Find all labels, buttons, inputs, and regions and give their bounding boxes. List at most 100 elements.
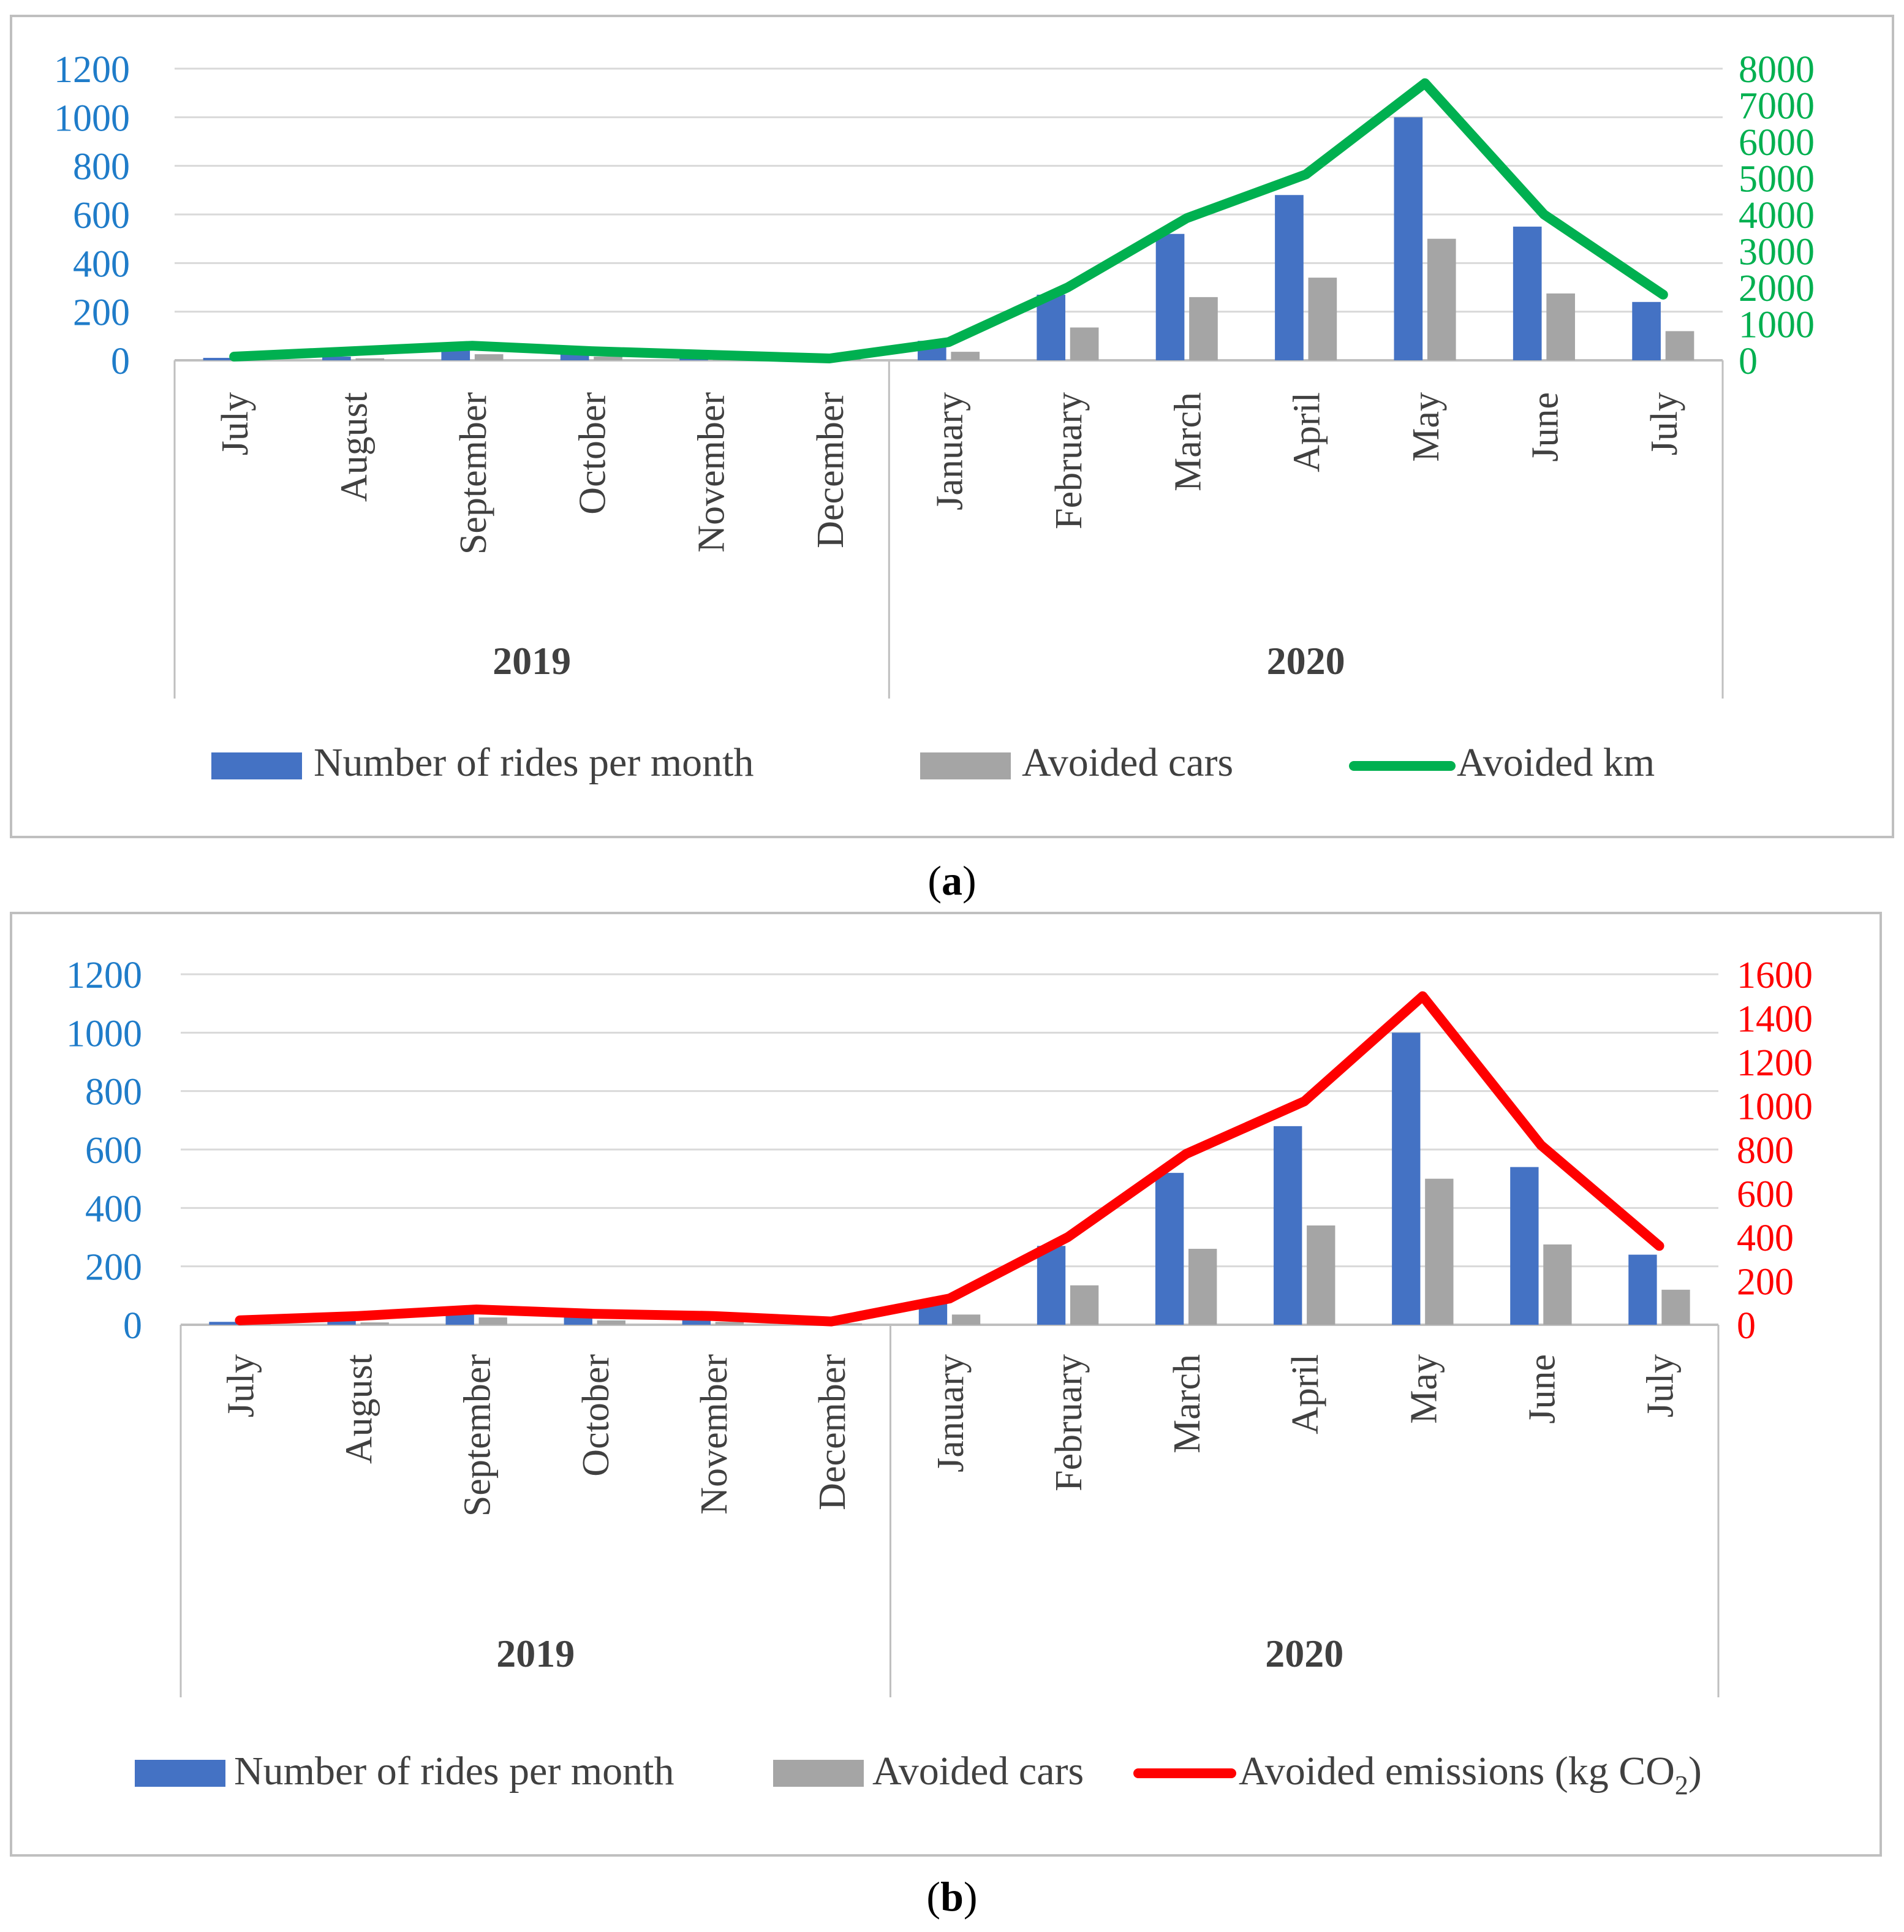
category-label: July (214, 392, 256, 455)
avoided-cars-bar (1070, 1285, 1099, 1325)
category-label: September (457, 1354, 499, 1517)
category-label: February (1048, 1354, 1090, 1491)
legend-label-rides: Number of rides per month (234, 1749, 674, 1794)
legend-label-emissions: Avoided emissions (kg CO2) (1239, 1749, 1702, 1800)
panel-a-line (229, 78, 1668, 363)
left-axis-tick-label: 400 (85, 1188, 142, 1230)
left-axis-tick-label: 800 (85, 1072, 142, 1113)
category-label: November (693, 1354, 735, 1515)
left-axis-tick-label: 1200 (54, 49, 130, 91)
category-label: May (1403, 1354, 1445, 1424)
avoided-cars-bar (1308, 278, 1337, 360)
panel-b-letter: b (940, 1873, 964, 1920)
rides-bar (1037, 294, 1065, 360)
panel-b-frame (10, 912, 1882, 1857)
rides-bar (203, 358, 232, 360)
legend-swatch-rides (135, 1760, 225, 1787)
category-label: December (812, 1354, 853, 1510)
legend-label-km: Avoided km (1457, 740, 1655, 785)
right-axis-tick-label: 600 (1737, 1174, 1794, 1216)
avoided-cars-bar (355, 358, 385, 360)
legend-label-rides: Number of rides per month (314, 740, 754, 785)
avoided-cars-bar (1188, 1249, 1217, 1325)
panel-a-left-axis: 0 200 400 600 800 1000 1200 (54, 49, 130, 382)
avoided-cars-bar (594, 357, 622, 360)
avoided-cars-bar (1427, 238, 1456, 360)
avoided-cars-bar (951, 352, 980, 360)
rides-bar (1155, 1173, 1184, 1325)
panel-b-left-axis: 0 200 400 600 800 1000 1200 (66, 955, 142, 1347)
avoided-cars-bar (833, 1323, 863, 1325)
category-label: March (1167, 392, 1209, 491)
legend-label-emissions-main: Avoided emissions (kg CO (1239, 1749, 1675, 1794)
avoided-cars-bar (1189, 297, 1218, 360)
rides-bar (1513, 226, 1542, 360)
category-label: July (1644, 392, 1685, 455)
panel-a-category-labels: July August September October November Decemb… (214, 392, 1685, 555)
right-axis-tick-label: 0 (1739, 341, 1758, 382)
right-axis-tick-label: 1000 (1737, 1086, 1813, 1128)
year-group-label: 2020 (1265, 1632, 1343, 1675)
category-label: June (1521, 1354, 1563, 1424)
right-axis-tick-label: 0 (1737, 1305, 1756, 1347)
right-axis-tick-label: 800 (1737, 1130, 1794, 1172)
category-label: August (334, 392, 376, 502)
right-axis-tick-label: 200 (1737, 1262, 1794, 1303)
avoided-cars-bar (1543, 1244, 1572, 1325)
rides-bar (327, 1320, 356, 1325)
left-axis-tick-label: 1200 (66, 955, 142, 996)
avoided-cars-bar (715, 1322, 744, 1325)
left-axis-tick-label: 1000 (54, 97, 130, 139)
legend-swatch-cars (920, 752, 1011, 779)
category-label: April (1285, 1354, 1326, 1434)
rides-bar (445, 1313, 474, 1325)
avoided-cars-bar (360, 1322, 389, 1325)
right-axis-tick-label: 1400 (1737, 999, 1813, 1040)
category-label: February (1048, 392, 1090, 529)
panel-a-legend: Number of rides per month Avoided cars A… (211, 740, 1655, 785)
left-axis-tick-label: 400 (73, 243, 130, 285)
left-axis-tick-label: 0 (111, 341, 130, 382)
left-axis-tick-label: 600 (85, 1130, 142, 1172)
avoided-cars-bar (951, 1314, 981, 1325)
avoided-cars-bar (597, 1320, 625, 1325)
legend-label-cars: Avoided cars (872, 1749, 1084, 1794)
left-axis-tick-label: 0 (123, 1305, 142, 1347)
avoided-cars-bar (1307, 1225, 1335, 1325)
right-axis-tick-label: 3000 (1739, 232, 1815, 273)
category-label: April (1286, 392, 1328, 472)
category-label: July (1639, 1354, 1681, 1417)
year-group-label: 2019 (496, 1632, 575, 1675)
right-axis-tick-label: 6000 (1739, 122, 1815, 164)
panel-b-label: (b) (926, 1873, 977, 1920)
panel-a-year-groups: 2019 2020 (173, 360, 1724, 699)
rides-bar (1392, 1032, 1421, 1325)
avoided-cars-bar (478, 1317, 507, 1325)
avoided-cars-bar (474, 354, 504, 360)
legend-label-emissions-close: ) (1688, 1749, 1702, 1794)
category-label: January (929, 392, 971, 510)
right-axis-tick-label: 400 (1737, 1218, 1794, 1259)
category-label: June (1524, 392, 1566, 462)
panel-a-gridlines (175, 67, 1723, 362)
avoided-cars-bar (1665, 331, 1694, 360)
left-axis-tick-label: 600 (73, 195, 130, 237)
right-axis-tick-label: 1000 (1739, 305, 1815, 346)
category-label: September (453, 392, 494, 555)
rides-bar (1155, 233, 1185, 360)
right-axis-tick-label: 2000 (1739, 268, 1815, 309)
rides-bar (209, 1322, 238, 1325)
panel-a-frame (10, 15, 1894, 838)
right-axis-tick-label: 1200 (1737, 1042, 1813, 1084)
legend-label-cars: Avoided cars (1022, 740, 1233, 785)
panel-b-bars (209, 1032, 1690, 1325)
panel-b-gridlines (181, 973, 1718, 1326)
rides-bar (322, 357, 351, 360)
right-axis-tick-label: 4000 (1739, 195, 1815, 237)
left-axis-tick-label: 200 (85, 1247, 142, 1289)
rides-bar (560, 353, 589, 360)
